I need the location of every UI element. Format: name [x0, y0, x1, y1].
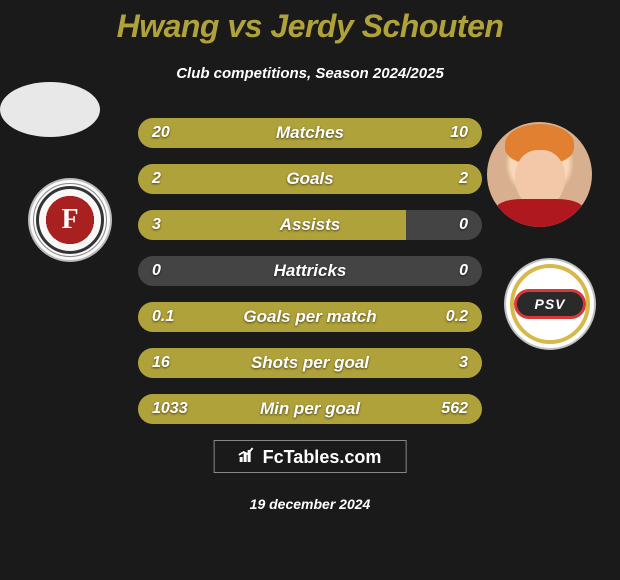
stat-value-left: 0.1	[152, 302, 174, 332]
stats-area: 20Matches102Goals23Assists00Hattricks00.…	[138, 118, 482, 440]
stat-label: Matches	[138, 118, 482, 148]
club-badge-left	[28, 178, 112, 262]
stat-value-right: 562	[441, 394, 468, 424]
stat-label: Shots per goal	[138, 348, 482, 378]
stat-value-right: 3	[459, 348, 468, 378]
stat-row: 0Hattricks0	[138, 256, 482, 286]
stat-label: Assists	[138, 210, 482, 240]
stat-label: Min per goal	[138, 394, 482, 424]
stat-value-right: 2	[459, 164, 468, 194]
stat-value-left: 0	[152, 256, 161, 286]
stat-row: 16Shots per goal3	[138, 348, 482, 378]
stat-value-left: 2	[152, 164, 161, 194]
stat-label: Goals	[138, 164, 482, 194]
stat-value-right: 0.2	[446, 302, 468, 332]
stat-label: Hattricks	[138, 256, 482, 286]
player-right-avatar	[487, 122, 592, 227]
footer-date: 19 december 2024	[0, 496, 620, 512]
stat-row: 20Matches10	[138, 118, 482, 148]
badge-gold-ring	[510, 264, 590, 344]
stat-row: 3Assists0	[138, 210, 482, 240]
badge-inner	[36, 186, 104, 254]
stat-value-left: 1033	[152, 394, 188, 424]
stat-row: 2Goals2	[138, 164, 482, 194]
footer-brand-box: FcTables.com	[214, 440, 407, 473]
player-left-avatar	[0, 82, 100, 137]
stat-value-right: 0	[459, 210, 468, 240]
footer-brand-text: FcTables.com	[263, 447, 382, 468]
stat-row: 1033Min per goal562	[138, 394, 482, 424]
page-subtitle: Club competitions, Season 2024/2025	[0, 65, 620, 82]
stat-row: 0.1Goals per match0.2	[138, 302, 482, 332]
stat-value-left: 3	[152, 210, 161, 240]
stat-value-left: 20	[152, 118, 170, 148]
page-title: Hwang vs Jerdy Schouten	[0, 0, 620, 45]
club-badge-right: PSV	[504, 258, 596, 350]
avatar-shirt	[497, 199, 582, 227]
stat-value-right: 0	[459, 256, 468, 286]
stat-value-left: 16	[152, 348, 170, 378]
stat-label: Goals per match	[138, 302, 482, 332]
stat-value-right: 10	[450, 118, 468, 148]
chart-icon	[239, 447, 257, 468]
